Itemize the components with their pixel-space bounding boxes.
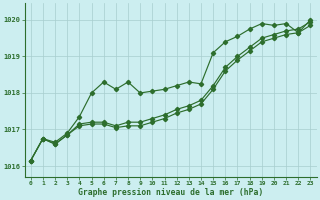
- X-axis label: Graphe pression niveau de la mer (hPa): Graphe pression niveau de la mer (hPa): [78, 188, 263, 197]
